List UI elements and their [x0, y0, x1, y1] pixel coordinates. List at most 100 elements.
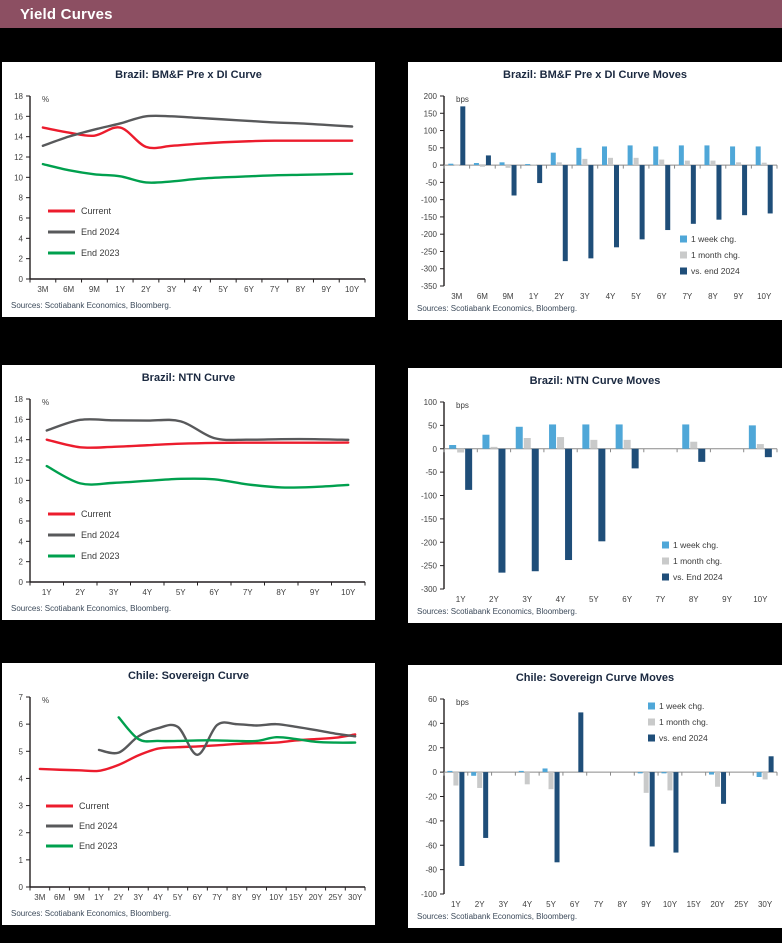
svg-text:4Y: 4Y [153, 893, 163, 902]
svg-text:8: 8 [19, 194, 24, 203]
svg-text:6Y: 6Y [570, 900, 580, 909]
svg-text:6M: 6M [63, 285, 74, 294]
svg-text:-100: -100 [421, 890, 438, 899]
svg-text:9Y: 9Y [321, 285, 331, 294]
svg-text:0: 0 [19, 275, 24, 284]
svg-text:100: 100 [424, 398, 438, 407]
sources-note: Sources: Scotiabank Economics, Bloomberg… [11, 909, 172, 918]
svg-text:6M: 6M [477, 292, 488, 301]
svg-text:2Y: 2Y [475, 900, 485, 909]
svg-text:1Y: 1Y [42, 588, 52, 597]
svg-text:15Y: 15Y [687, 900, 702, 909]
svg-text:0: 0 [19, 883, 24, 892]
section-header: Yield Curves [0, 0, 782, 28]
chile-sovereign-curve-moves-chart: -100 -80 -60 -40 -20 0 20 40 60 bps 1Y 2Y 3Y 4Y 5Y 6Y 7Y… [421, 695, 778, 909]
svg-text:5Y: 5Y [176, 588, 186, 597]
svg-text:5: 5 [19, 747, 24, 756]
svg-text:2: 2 [19, 255, 24, 264]
sources-note: Sources: Scotiabank Economics, Bloomberg… [417, 304, 578, 313]
svg-text:bps: bps [456, 698, 469, 707]
svg-text:50: 50 [428, 421, 437, 430]
panel-brazil-bmf-curve-moves: Brazil: BM&F Pre x DI Curve Moves -350 -3… [408, 62, 782, 320]
svg-text:12: 12 [14, 456, 23, 465]
sources-note: Sources: Scotiabank Economics, Bloomberg… [417, 912, 578, 921]
svg-text:5Y: 5Y [546, 900, 556, 909]
svg-text:8Y: 8Y [617, 900, 627, 909]
chart-title: Chile: Sovereign Curve [127, 670, 250, 682]
svg-text:%: % [42, 696, 49, 705]
svg-text:10Y: 10Y [341, 588, 356, 597]
svg-text:14: 14 [14, 133, 23, 142]
svg-text:Current: Current [81, 206, 112, 216]
svg-text:-350: -350 [421, 282, 438, 291]
svg-text:3Y: 3Y [109, 588, 119, 597]
svg-text:-100: -100 [421, 196, 438, 205]
brazil-bmf-pre-x-di-curve-chart: 0 2 4 6 8 10 12 14 16 18 % 3M 6M 9M 1Y 2Y 3Y 4Y 5Y 6Y 7Y 8Y 9Y… [14, 92, 366, 294]
svg-text:16: 16 [14, 415, 23, 424]
svg-text:8Y: 8Y [708, 292, 718, 301]
svg-text:20Y: 20Y [309, 893, 324, 902]
svg-text:4Y: 4Y [556, 595, 566, 604]
svg-text:6M: 6M [54, 893, 65, 902]
svg-text:2Y: 2Y [489, 595, 499, 604]
svg-text:1 week chg.: 1 week chg. [659, 701, 704, 711]
svg-text:-200: -200 [421, 230, 438, 239]
chart-title: Brazil: BM&F Pre x DI Curve Moves [503, 69, 687, 81]
svg-text:25Y: 25Y [734, 900, 749, 909]
svg-text:-250: -250 [421, 562, 438, 571]
svg-text:8Y: 8Y [232, 893, 242, 902]
svg-text:7Y: 7Y [594, 900, 604, 909]
svg-text:7Y: 7Y [682, 292, 692, 301]
svg-text:6Y: 6Y [244, 285, 254, 294]
chile-sovereign-curve-chart: 0 1 2 3 4 5 6 7 % 3M 6M 9M 1Y 2Y 3Y 4Y 5Y 6Y 7Y 8Y 9Y 10Y 15Y 2… [19, 693, 366, 902]
page-title: Yield Curves [20, 5, 113, 23]
svg-text:Current: Current [81, 509, 112, 519]
svg-text:18: 18 [14, 92, 23, 101]
svg-text:30Y: 30Y [348, 893, 363, 902]
svg-text:-250: -250 [421, 247, 438, 256]
svg-text:-60: -60 [425, 841, 437, 850]
svg-text:6Y: 6Y [209, 588, 219, 597]
svg-text:bps: bps [456, 95, 469, 104]
svg-text:9Y: 9Y [252, 893, 262, 902]
svg-text:Current: Current [79, 801, 110, 811]
panel-brazil-ntn-curve: Brazil: NTN Curve 0 2 4 6 8 10 12 14 16 18% 1Y 2Y 3Y… [2, 365, 375, 620]
svg-text:10Y: 10Y [663, 900, 678, 909]
sources-note: Sources: Scotiabank Economics, Bloomberg… [11, 301, 172, 310]
svg-text:4: 4 [19, 774, 24, 783]
svg-text:3Y: 3Y [499, 900, 509, 909]
svg-text:vs. end 2024: vs. end 2024 [659, 733, 708, 743]
svg-text:50: 50 [428, 144, 437, 153]
svg-text:10Y: 10Y [269, 893, 284, 902]
svg-text:-300: -300 [421, 585, 438, 594]
svg-text:1 month chg.: 1 month chg. [659, 717, 708, 727]
svg-text:6: 6 [19, 517, 24, 526]
svg-text:1Y: 1Y [115, 285, 125, 294]
svg-text:4: 4 [19, 234, 24, 243]
svg-text:15Y: 15Y [289, 893, 304, 902]
svg-text:5Y: 5Y [218, 285, 228, 294]
svg-text:8: 8 [19, 497, 24, 506]
svg-text:9Y: 9Y [641, 900, 651, 909]
svg-text:6Y: 6Y [193, 893, 203, 902]
svg-text:End 2023: End 2023 [81, 248, 120, 258]
svg-text:10: 10 [14, 173, 23, 182]
svg-text:3Y: 3Y [522, 595, 532, 604]
svg-text:-40: -40 [425, 817, 437, 826]
chart-title: Brazil: BM&F Pre x DI Curve [115, 69, 262, 81]
svg-text:12: 12 [14, 153, 23, 162]
svg-text:9M: 9M [74, 893, 85, 902]
svg-text:End 2024: End 2024 [81, 227, 120, 237]
svg-text:5Y: 5Y [589, 595, 599, 604]
svg-text:2Y: 2Y [141, 285, 151, 294]
svg-text:10Y: 10Y [757, 292, 772, 301]
svg-text:30Y: 30Y [758, 900, 773, 909]
svg-text:7Y: 7Y [243, 588, 253, 597]
svg-text:End 2023: End 2023 [81, 551, 120, 561]
svg-text:1 month chg.: 1 month chg. [673, 556, 722, 566]
svg-text:8Y: 8Y [276, 588, 286, 597]
svg-text:1: 1 [19, 856, 24, 865]
svg-text:150: 150 [424, 109, 438, 118]
chart-title: Chile: Sovereign Curve Moves [515, 672, 675, 684]
svg-text:-80: -80 [425, 866, 437, 875]
